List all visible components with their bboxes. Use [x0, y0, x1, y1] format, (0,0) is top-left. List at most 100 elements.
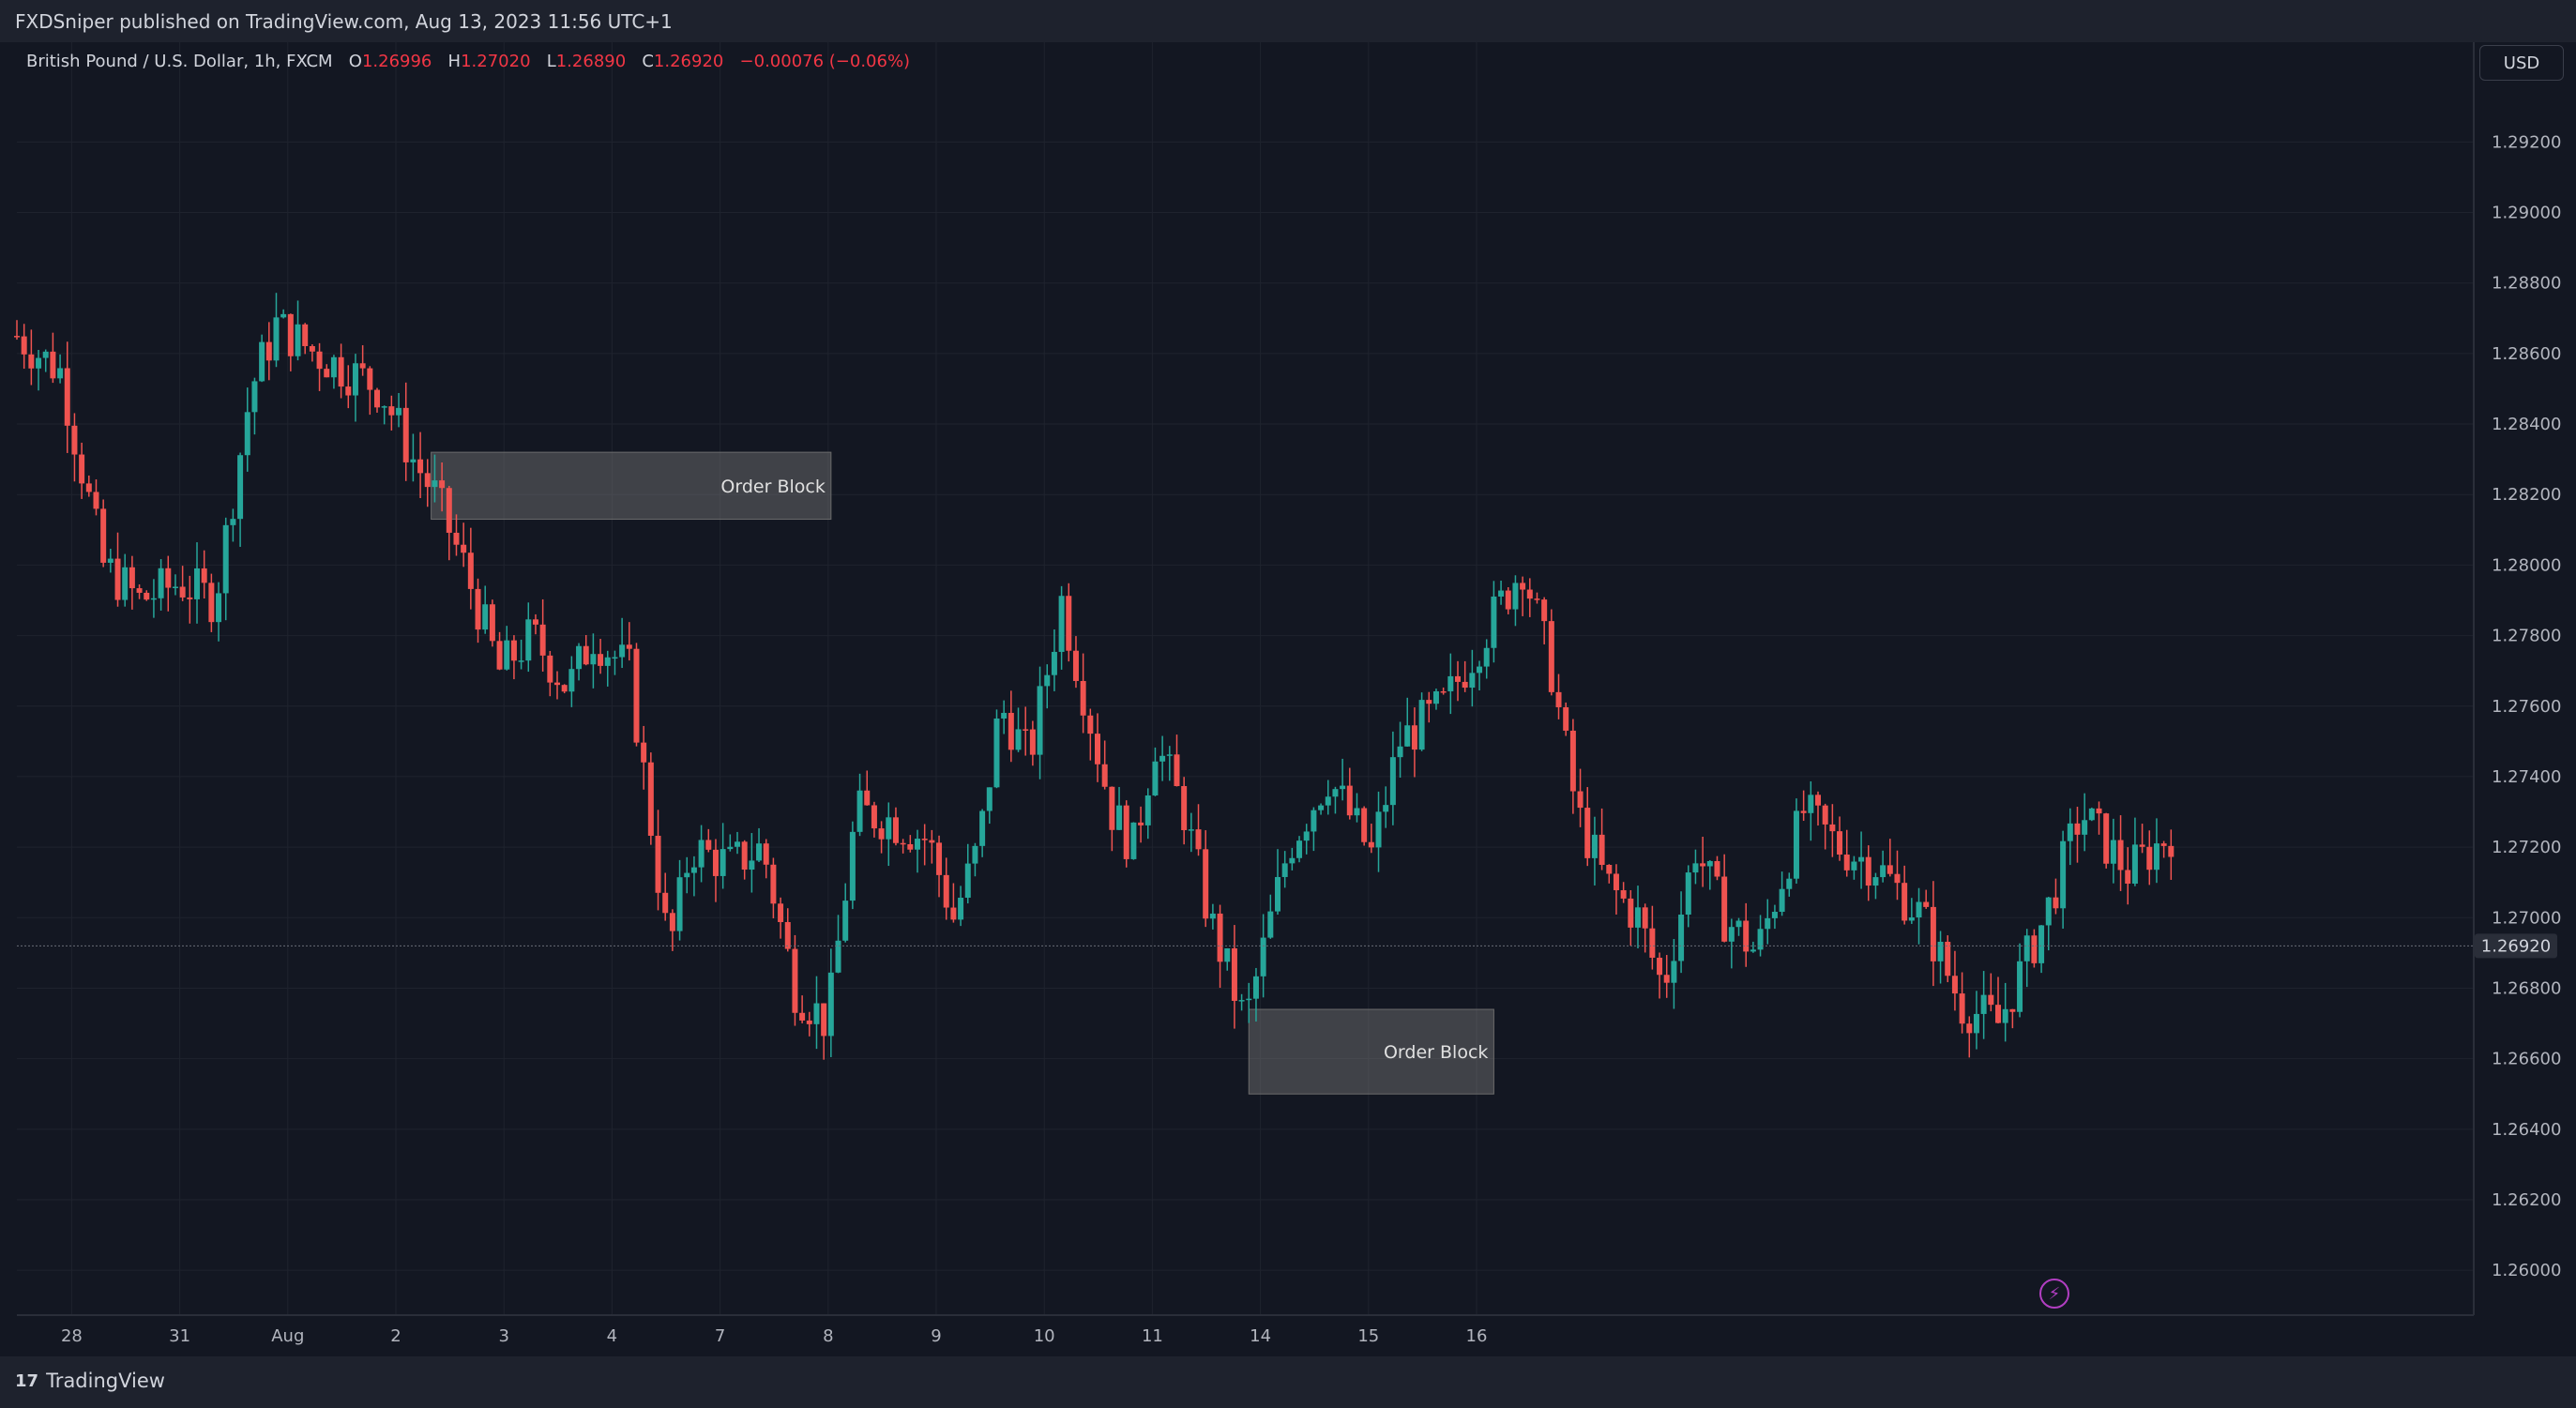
candle-body — [1880, 865, 1887, 878]
candle-body — [2082, 820, 2088, 835]
candle-body — [1858, 856, 1865, 862]
candle-body — [1375, 811, 1382, 848]
candle-body — [114, 558, 121, 600]
candle-body — [2074, 823, 2081, 835]
candle-body — [720, 849, 726, 876]
candle-body — [1252, 976, 1259, 999]
candle-body — [1786, 878, 1793, 889]
candle-body — [2117, 840, 2124, 871]
candle-body — [676, 877, 683, 931]
candle-body — [100, 508, 107, 563]
candle-body — [316, 351, 323, 370]
low-value: 1.26890 — [555, 52, 627, 71]
lightning-icon[interactable]: ⚡ — [2039, 1279, 2069, 1309]
candle-body — [1123, 805, 1129, 859]
candle-body — [1246, 998, 1252, 1001]
candle-body — [1469, 673, 1476, 689]
candle-body — [1116, 805, 1123, 830]
price-tick-label: 1.27800 — [2492, 627, 2561, 646]
candle-body — [1432, 690, 1439, 704]
candle-body — [979, 810, 986, 846]
candle-body — [1087, 715, 1094, 734]
price-tick-label: 1.26800 — [2492, 978, 2561, 998]
candle-body — [237, 455, 244, 520]
candle-body — [849, 831, 856, 901]
candle-body — [525, 619, 532, 661]
candle-body — [2153, 843, 2159, 871]
candle-body — [647, 762, 654, 836]
order-block-zone[interactable] — [431, 451, 832, 521]
candle-body — [1685, 872, 1691, 916]
candle-body — [208, 583, 215, 623]
candle-body — [1584, 808, 1591, 858]
candle-body — [1325, 796, 1331, 806]
candle-body — [1902, 883, 1908, 921]
candle-body — [1945, 941, 1951, 977]
candle-body — [504, 640, 510, 670]
candle-body — [280, 313, 287, 318]
tradingview-logo[interactable]: 𝟭𝟳 TradingView — [15, 1370, 165, 1392]
price-tick-label: 1.28400 — [2492, 415, 2561, 434]
candle-body — [2103, 813, 2110, 864]
candle-body — [1714, 860, 1720, 877]
candle-body — [302, 324, 309, 346]
candle-body — [1101, 764, 1108, 787]
candle-body — [547, 655, 553, 683]
candle-body — [396, 407, 402, 416]
candle-body — [1505, 590, 1511, 610]
candle-body — [381, 406, 387, 408]
candle-body — [1311, 810, 1317, 832]
close-value: 1.26920 — [653, 52, 724, 71]
candles — [14, 293, 2174, 1060]
candle-body — [330, 356, 337, 378]
candle-body — [612, 657, 618, 659]
candle-body — [93, 492, 99, 509]
candle-body — [1332, 789, 1339, 797]
candle-body — [784, 921, 791, 949]
candle-body — [21, 336, 27, 355]
candle-body — [1663, 975, 1670, 983]
candle-body — [554, 682, 560, 686]
candle-body — [1109, 786, 1115, 830]
candle-body — [598, 654, 604, 666]
candle-body — [1642, 907, 1648, 929]
order-block-zones: Order Block Order Block — [431, 451, 1494, 1095]
order-block-zone[interactable] — [1248, 1008, 1494, 1095]
candle-body — [402, 407, 409, 462]
symbol-name[interactable]: British Pound / U.S. Dollar, 1h, FXCM — [26, 52, 333, 71]
currency-button[interactable]: USD — [2479, 45, 2564, 81]
time-tick-label: 16 — [1466, 1326, 1488, 1346]
candle-body — [2096, 808, 2102, 814]
candle-body — [374, 389, 380, 408]
candle-body — [1130, 822, 1137, 859]
candle-body — [1281, 863, 1288, 877]
candle-body — [1771, 912, 1778, 918]
candle-body — [1023, 729, 1029, 731]
candle-body — [1793, 810, 1799, 879]
candle-body — [1001, 712, 1008, 719]
candle-body — [251, 381, 258, 413]
candle-body — [821, 1003, 827, 1037]
candle-body — [1829, 824, 1836, 832]
candle-body — [1980, 994, 1987, 1014]
candle-body — [1483, 647, 1490, 667]
candle-body — [1916, 901, 1922, 917]
candle-body — [2139, 844, 2145, 847]
candle-body — [129, 567, 135, 589]
candle-body — [1808, 795, 1814, 813]
price-axis-ticks[interactable]: 1.29200 1.29000 1.28800 1.28600 1.28400 1.282… — [2492, 132, 2561, 1280]
time-tick-label: 3 — [498, 1326, 508, 1346]
candle-body — [633, 648, 640, 743]
candle-body — [929, 840, 935, 843]
time-tick-label: 8 — [823, 1326, 833, 1346]
candle-body — [1203, 849, 1209, 919]
time-axis-ticks[interactable]: 28 31 Aug 2 3 4 7 8 9 10 11 14 15 16 — [61, 1326, 1488, 1346]
candle-body — [64, 368, 70, 426]
candle-body — [1195, 829, 1202, 850]
candle-body — [1174, 754, 1180, 787]
chart-background — [0, 42, 2576, 1356]
candle-body — [467, 553, 474, 589]
candle-body — [359, 363, 366, 369]
candle-body — [1937, 941, 1944, 961]
